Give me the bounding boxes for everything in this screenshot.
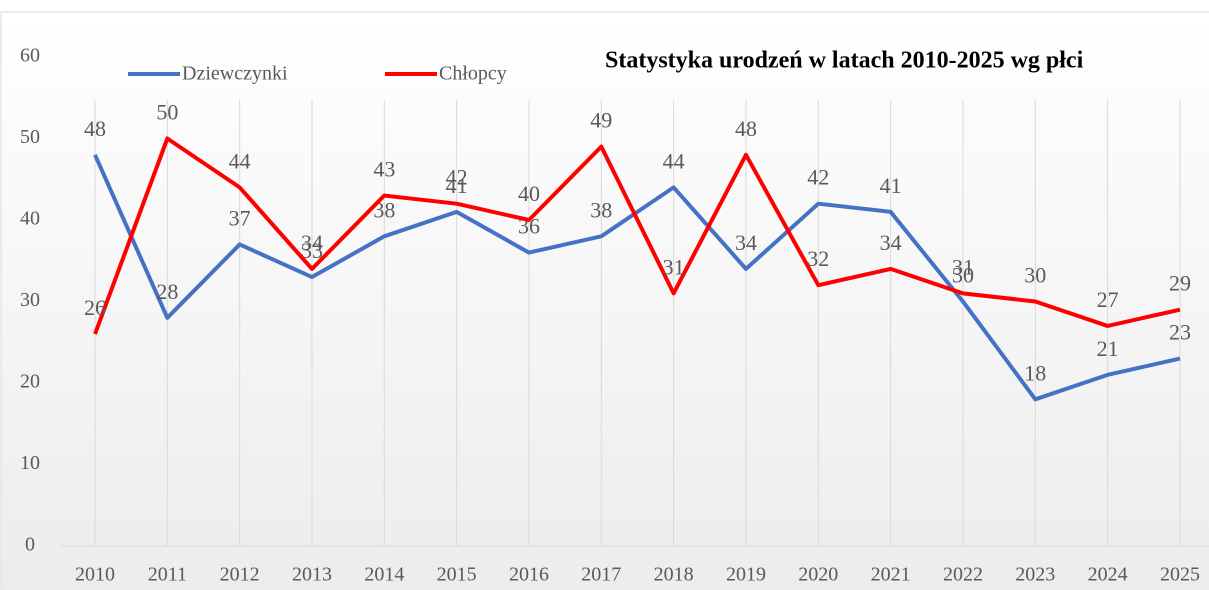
x-tick-label: 2015 [437, 564, 477, 586]
data-label: 30 [1024, 263, 1046, 288]
y-tick-label: 0 [25, 534, 35, 556]
x-tick-label: 2023 [1015, 564, 1055, 586]
y-tick-label: 60 [20, 45, 40, 67]
data-label: 44 [229, 148, 251, 173]
x-tick-label: 2022 [943, 564, 983, 586]
x-tick-label: 2014 [364, 564, 404, 586]
y-tick-label: 10 [20, 452, 40, 474]
data-label: 37 [229, 205, 251, 230]
x-tick-label: 2019 [726, 564, 766, 586]
chart-title: Statystyka urodzeń w latach 2010-2025 wg… [605, 48, 1084, 74]
chart-area [0, 11, 1209, 590]
data-label: 43 [373, 157, 395, 182]
data-label: 41 [446, 173, 468, 198]
data-label: 40 [518, 181, 540, 206]
x-tick-label: 2018 [654, 564, 694, 586]
legend-label: Chłopcy [439, 63, 507, 85]
x-tick-label: 2010 [75, 564, 115, 586]
data-label: 32 [807, 246, 829, 271]
data-label: 42 [446, 165, 468, 190]
data-label: 44 [663, 148, 685, 173]
data-label: 48 [735, 116, 757, 141]
data-label: 41 [880, 173, 902, 198]
x-tick-label: 2017 [581, 564, 621, 586]
data-label: 34 [301, 230, 323, 255]
data-label: 28 [156, 279, 178, 304]
x-tick-label: 2016 [509, 564, 549, 586]
series-line [93, 136, 1181, 335]
data-label: 42 [807, 165, 829, 190]
x-tick-label: 2012 [220, 564, 260, 586]
data-label: 30 [952, 263, 974, 288]
data-label: 18 [1024, 360, 1046, 385]
data-label: 29 [1169, 271, 1191, 296]
data-label: 26 [84, 295, 106, 320]
data-label: 31 [952, 254, 974, 279]
x-tick-label: 2025 [1160, 564, 1200, 586]
legend-label: Dziewczynki [182, 63, 288, 85]
x-tick-label: 2024 [1088, 564, 1128, 586]
data-label: 31 [663, 254, 685, 279]
x-tick-label: 2020 [798, 564, 838, 586]
data-label: 21 [1097, 336, 1119, 361]
data-label: 34 [735, 230, 757, 255]
data-label: 27 [1097, 287, 1119, 312]
y-tick-label: 20 [20, 371, 40, 393]
y-tick-label: 40 [20, 208, 40, 230]
data-label: 48 [84, 116, 106, 141]
series-line [93, 153, 1181, 402]
x-tick-label: 2021 [871, 564, 911, 586]
data-label: 50 [156, 100, 178, 125]
x-tick-label: 2011 [148, 564, 187, 586]
data-label: 33 [301, 238, 323, 263]
data-label: 23 [1169, 320, 1191, 345]
y-tick-label: 50 [20, 126, 40, 148]
data-label: 34 [880, 230, 902, 255]
data-label: 49 [590, 108, 612, 133]
data-label: 38 [590, 197, 612, 222]
x-tick-label: 2013 [292, 564, 332, 586]
y-tick-label: 30 [20, 289, 40, 311]
